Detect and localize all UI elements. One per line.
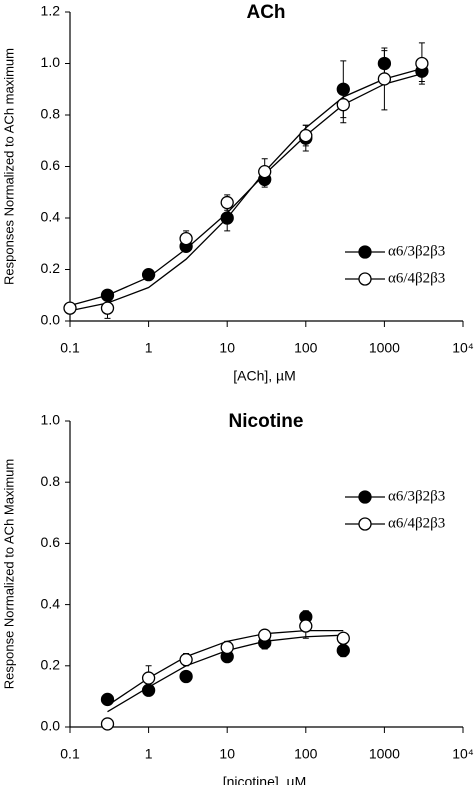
x-tick-label: 0.1 bbox=[60, 340, 80, 356]
fit-curve bbox=[69, 73, 423, 307]
x-tick-label: 1 bbox=[145, 340, 153, 356]
y-tick-label: 1.0 bbox=[41, 412, 61, 428]
data-point bbox=[415, 56, 429, 71]
x-tick-label: 10⁴ bbox=[452, 746, 474, 762]
data-point bbox=[258, 628, 272, 642]
data-point bbox=[100, 301, 115, 315]
y-tick-label: 0.4 bbox=[41, 209, 61, 225]
y-tick-label: 0.2 bbox=[41, 657, 61, 673]
legend-marker bbox=[358, 245, 372, 259]
x-tick-label: 1000 bbox=[369, 340, 400, 356]
data-point bbox=[258, 164, 272, 179]
legend-label: α6/3β2β3 bbox=[388, 488, 445, 504]
x-tick-label: 1000 bbox=[369, 746, 400, 762]
legend-label: α6/3β2β3 bbox=[388, 243, 445, 259]
data-point bbox=[141, 671, 156, 685]
data-point bbox=[179, 669, 193, 684]
data-point bbox=[100, 717, 115, 731]
data-point bbox=[179, 653, 193, 667]
data-point bbox=[179, 231, 193, 246]
legend-label: α6/4β2β3 bbox=[388, 515, 445, 531]
y-tick-label: 0.0 bbox=[41, 312, 61, 328]
data-point bbox=[63, 301, 77, 315]
x-axis-label: [ACh], µM bbox=[233, 368, 296, 384]
y-tick-label: 0.6 bbox=[41, 157, 61, 173]
chart-title: Nicotine bbox=[229, 411, 304, 432]
legend-marker bbox=[358, 490, 372, 504]
data-point bbox=[220, 195, 234, 210]
x-tick-label: 10 bbox=[219, 340, 235, 356]
data-point bbox=[299, 128, 313, 143]
y-tick-label: 0.4 bbox=[41, 595, 61, 611]
x-tick-label: 10 bbox=[219, 746, 235, 762]
y-tick-label: 1.0 bbox=[41, 54, 61, 70]
data-point bbox=[336, 631, 350, 645]
legend-marker bbox=[358, 272, 372, 286]
y-tick-label: 0.8 bbox=[41, 106, 61, 122]
y-axis-label: Responses Normalized to ACh maximum bbox=[1, 48, 16, 285]
y-tick-label: 0.0 bbox=[41, 718, 61, 734]
x-tick-label: 0.1 bbox=[60, 746, 80, 762]
x-tick-label: 100 bbox=[294, 746, 318, 762]
x-tick-label: 1 bbox=[145, 746, 153, 762]
data-point bbox=[220, 640, 234, 655]
data-point bbox=[336, 643, 350, 658]
data-point bbox=[141, 267, 156, 282]
y-tick-label: 1.2 bbox=[41, 3, 61, 19]
data-point bbox=[100, 692, 115, 707]
chart-title: ACh bbox=[246, 2, 285, 23]
legend-label: α6/4β2β3 bbox=[388, 270, 445, 286]
fit-curve bbox=[69, 68, 423, 312]
data-point bbox=[299, 619, 313, 633]
x-tick-label: 100 bbox=[294, 340, 318, 356]
data-point bbox=[377, 72, 392, 86]
data-point bbox=[336, 98, 350, 112]
x-axis-label: [nicotine], µM bbox=[223, 774, 307, 785]
data-point bbox=[220, 211, 234, 225]
x-tick-label: 10⁴ bbox=[452, 340, 474, 356]
y-tick-label: 0.2 bbox=[41, 260, 61, 276]
y-axis-label: Response Normalized to ACh Maximum bbox=[1, 459, 16, 689]
legend-marker bbox=[358, 517, 372, 531]
y-tick-label: 0.8 bbox=[41, 473, 61, 489]
y-tick-label: 0.6 bbox=[41, 534, 61, 550]
